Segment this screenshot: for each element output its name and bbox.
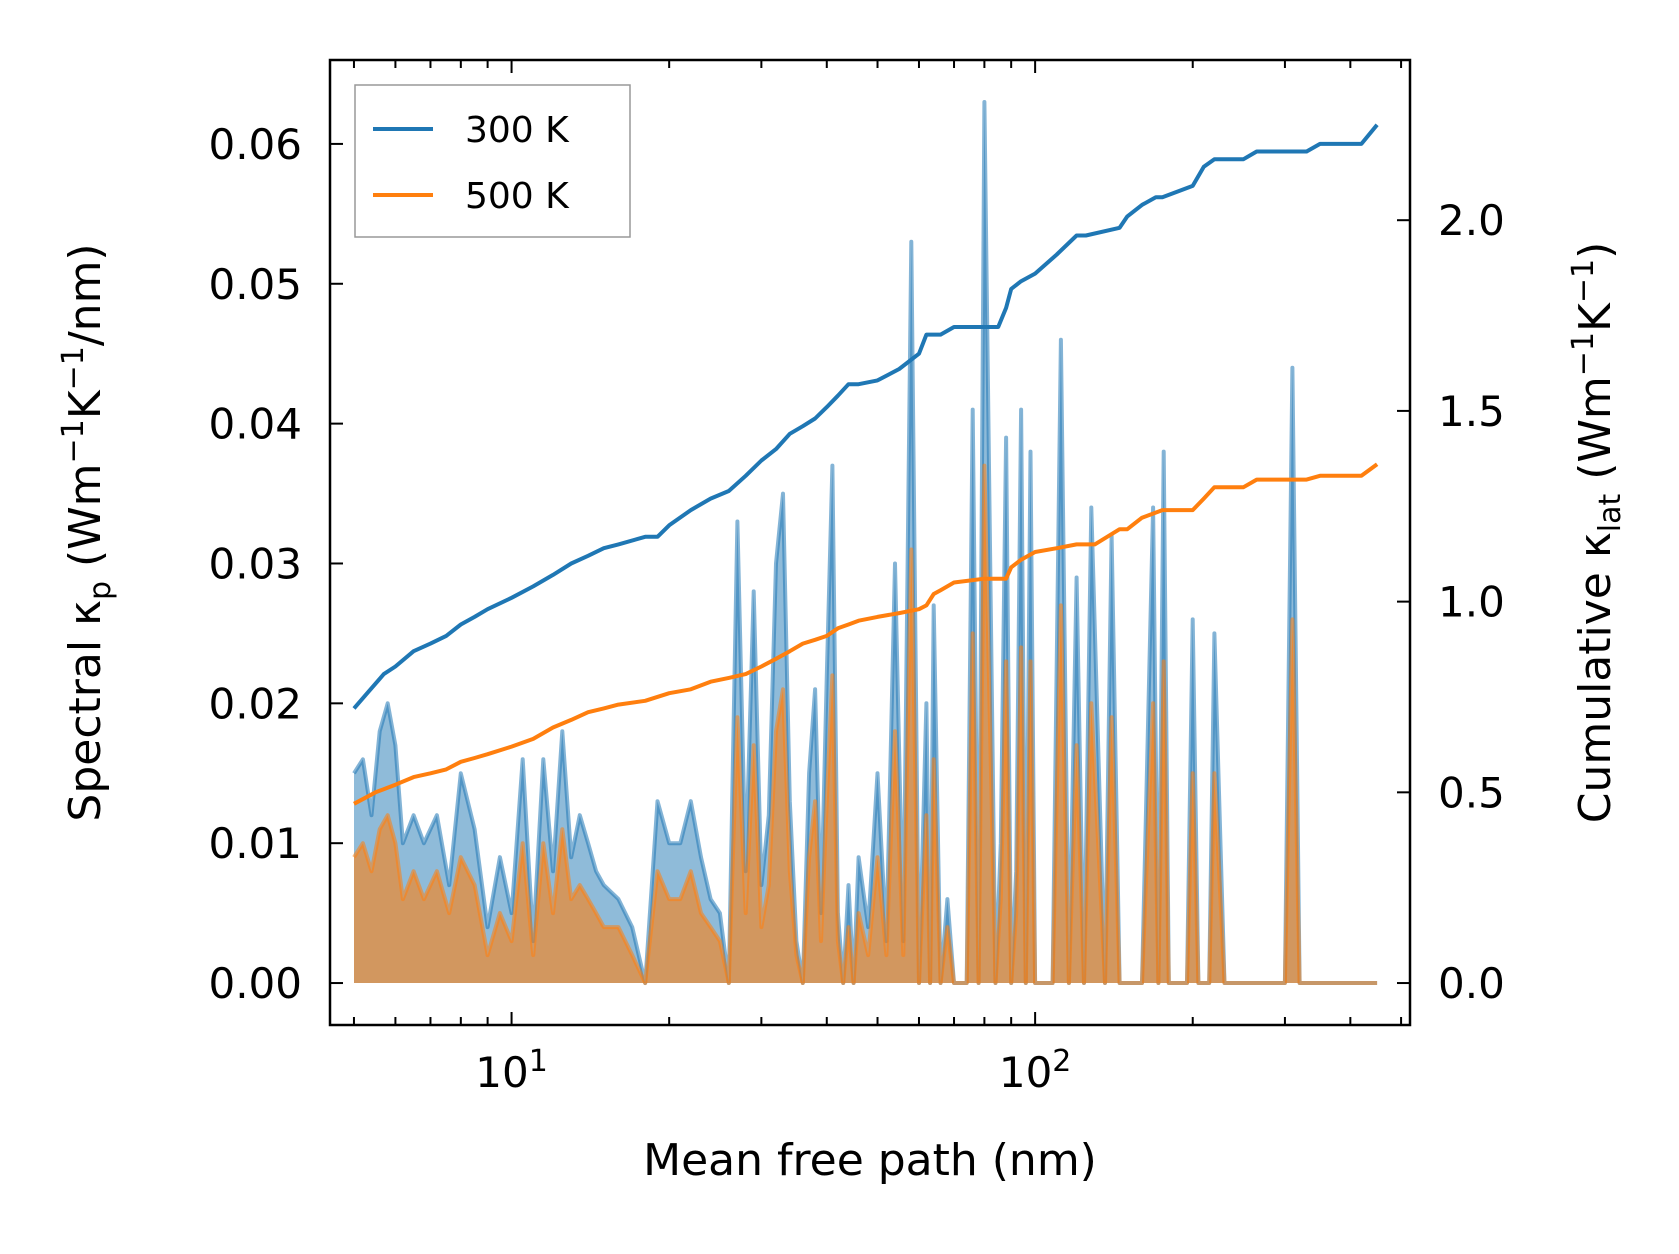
cumulative-series-300-K: [352, 123, 1379, 710]
y-right-tick-label: 2.0: [1438, 196, 1505, 245]
x-tick-exponent: 2: [1052, 1044, 1071, 1079]
y-left-tick-label: 0.06: [208, 120, 302, 169]
y-left-axis-label-main: Spectral κ: [60, 600, 111, 822]
y-left-tick-label: 0.00: [208, 959, 302, 1008]
spectral-outline: [352, 463, 1378, 985]
y-left-axis-label-unit-post: /nm): [60, 243, 111, 346]
y-left-axis-label-exp2: −1: [56, 346, 91, 390]
x-tick-label: 102: [999, 1044, 1072, 1097]
axis-labels: Mean free path (nm)Spectral κp (Wm−1K−1/…: [56, 242, 1628, 1186]
y-right-axis-label-sub: lat: [1593, 494, 1628, 533]
y-left-axis-label-unit-pre: (Wm: [60, 463, 111, 581]
y-left-tick-label: 0.04: [208, 400, 302, 449]
legend-label: 500 K: [465, 176, 570, 217]
legend-box: [354, 84, 631, 238]
cumulative-line: [353, 462, 1379, 806]
y-right-tick-label: 1.0: [1438, 578, 1505, 627]
y-right-axis-label: Cumulative κlat (Wm−1K−1): [1566, 242, 1628, 824]
spectral-area: [354, 465, 1378, 984]
y-left-tick-label: 0.02: [208, 679, 302, 728]
y-right-tick-label: 1.5: [1438, 387, 1505, 436]
y-left-axis-label-mid: K: [60, 389, 111, 419]
y-left-tick-label: 0.03: [208, 539, 302, 588]
y-right-axis-label-exp2: −1: [1566, 259, 1601, 303]
axes-layer: 101 1020.000.010.020.030.040.050.060.00.5…: [208, 58, 1505, 1097]
cumulative-series-500-K: [353, 462, 1379, 806]
x-tick-base: 10: [475, 1048, 528, 1097]
legend: 300 K 500 K: [354, 84, 631, 238]
cumulative-line: [352, 123, 1379, 710]
y-right-tick-label: 0.0: [1438, 959, 1505, 1008]
y-left-axis-label: Spectral κp (Wm−1K−1/nm): [56, 243, 118, 821]
y-right-tick-label: 0.5: [1438, 768, 1505, 817]
y-left-axis-label-sub: p: [83, 581, 118, 600]
y-left-tick-label: 0.05: [208, 260, 302, 309]
legend-label: 300 K: [465, 110, 570, 151]
axes-frame: [328, 58, 1412, 1027]
x-tick-base: 10: [999, 1048, 1052, 1097]
spectral-series-500-K: [352, 463, 1378, 985]
y-right-axis-label-unit-post: ): [1570, 242, 1621, 259]
x-axis-label: Mean free path (nm): [643, 1135, 1097, 1186]
y-left-axis-label-exp1: −1: [56, 419, 91, 463]
y-right-axis-label-exp1: −1: [1566, 332, 1601, 376]
x-tick-exponent: 1: [529, 1044, 548, 1079]
y-right-axis-label-main: Cumulative κ: [1570, 532, 1621, 823]
series-layer: [352, 100, 1379, 985]
y-right-axis-label-unit-pre: (Wm: [1570, 376, 1621, 494]
y-right-axis-label-mid: K: [1570, 302, 1621, 332]
x-tick-label: 101: [475, 1044, 548, 1097]
y-left-tick-label: 0.01: [208, 819, 302, 868]
